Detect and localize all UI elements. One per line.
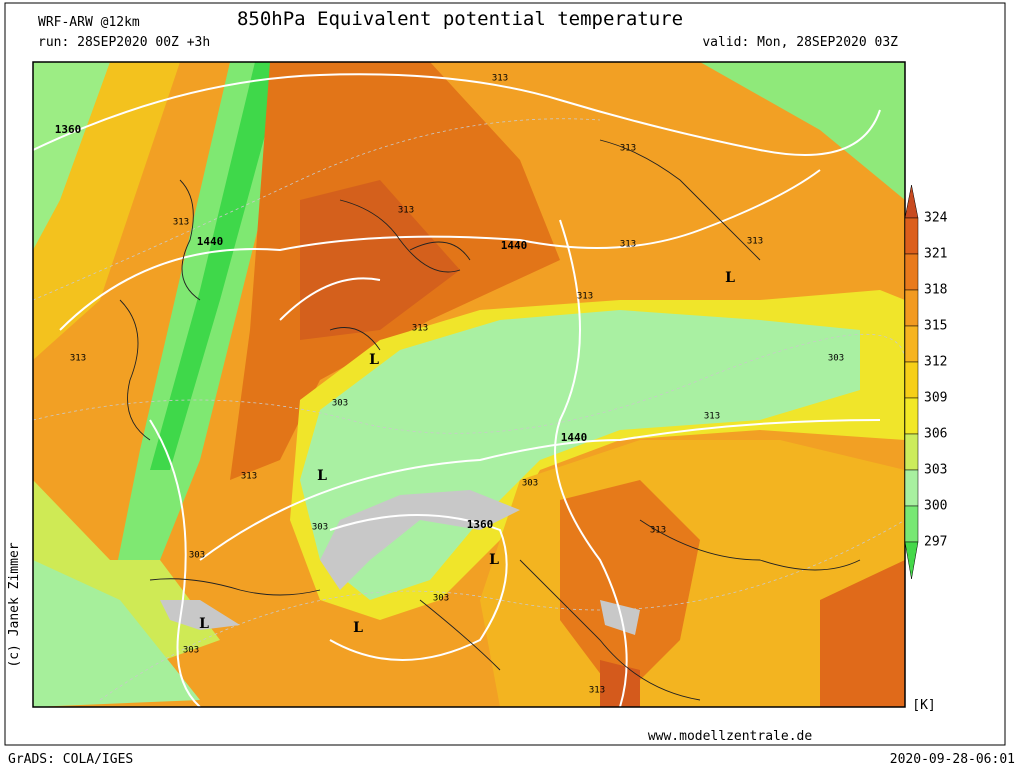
field-lightgreen-sw	[33, 560, 200, 707]
software: GrADS: COLA/IGES	[8, 752, 133, 767]
contour-label: 303	[522, 479, 538, 489]
colorbar-segment	[904, 289, 919, 327]
colorbar-label: 324	[924, 211, 948, 226]
run-label: run: 28SEP2020 00Z +3h	[38, 35, 210, 50]
colorbar-segment	[904, 361, 919, 399]
field-lightgreen-central	[300, 310, 860, 600]
colorbar-label: 297	[924, 535, 947, 550]
colorbar-label: 300	[924, 499, 947, 514]
colorbar-cap	[904, 184, 919, 219]
colorbar-cap	[904, 541, 919, 580]
colorbar: 324 321 318 315 312 309 306 303 300 297	[904, 184, 948, 580]
colorbar-segment	[904, 469, 919, 507]
contour-label: 1440	[501, 239, 528, 252]
field-green-core	[150, 62, 285, 470]
colorbar-label: 315	[924, 319, 947, 334]
height-contour	[199, 419, 881, 561]
map	[33, 62, 905, 707]
colorbar-segment	[904, 433, 919, 471]
contour-label: 313	[704, 412, 720, 422]
height-contour	[279, 277, 381, 321]
colorbar-label: 303	[924, 463, 947, 478]
colorbar-label: 309	[924, 391, 947, 406]
contour-label: 313	[650, 526, 666, 536]
colorbar-segment	[904, 253, 919, 291]
colorbar-segment	[904, 217, 919, 255]
contour-label: 1360	[467, 518, 494, 531]
field-hotspot	[600, 660, 640, 707]
valid-label: valid: Mon, 28SEP2020 03Z	[702, 35, 898, 50]
contour-label: 303	[332, 399, 348, 409]
height-contour	[554, 219, 628, 707]
height-contour	[149, 419, 201, 707]
colorbar-segment	[904, 505, 919, 543]
contour-label: 303	[312, 523, 328, 533]
low-marker: L	[725, 270, 735, 286]
field-orange-e	[820, 560, 905, 707]
field-green	[33, 62, 110, 250]
contour-label: 303	[433, 594, 449, 604]
credit: (c) Janek Zimmer	[7, 542, 22, 667]
contour-label: 1360	[55, 123, 82, 136]
contour-label: 303	[183, 646, 199, 656]
contour-label: 313	[492, 74, 508, 84]
contour-label: 313	[620, 240, 636, 250]
field-orange-darker	[300, 180, 460, 340]
colorbar-segment	[904, 397, 919, 435]
contour-label: 313	[398, 206, 414, 216]
colorbar-segment	[904, 325, 919, 363]
contour-label: 1440	[197, 235, 224, 248]
alps-terrain	[320, 490, 520, 590]
low-marker: L	[317, 468, 327, 484]
contour-label: 313	[577, 292, 593, 302]
minor-contour	[99, 519, 905, 701]
minor-contour	[33, 333, 905, 434]
title: 850hPa Equivalent potential temperature	[237, 8, 683, 30]
field-green-ne	[700, 62, 905, 200]
height-contour	[33, 73, 881, 156]
colorbar-label: 318	[924, 283, 947, 298]
unit-label: [K]	[912, 698, 935, 713]
timestamp: 2020-09-28-06:01	[890, 752, 1015, 767]
contour-label: 313	[70, 354, 86, 364]
contour-label: 313	[620, 144, 636, 154]
height-contour	[329, 514, 508, 661]
contour-label: 313	[747, 237, 763, 247]
contour-label: 313	[589, 686, 605, 696]
model-label: WRF-ARW @12km	[38, 15, 140, 30]
contour-label: 1440	[561, 431, 588, 444]
low-marker: L	[489, 552, 499, 568]
minor-contour	[33, 118, 601, 301]
contour-label: 303	[189, 551, 205, 561]
low-marker: L	[369, 352, 379, 368]
colorbar-label: 306	[924, 427, 947, 442]
low-marker: L	[353, 620, 363, 636]
balkan-terrain	[600, 600, 640, 635]
low-marker: L	[199, 616, 209, 632]
contour-label: 313	[173, 218, 189, 228]
contour-label: 313	[412, 324, 428, 334]
contour-label: 313	[241, 472, 257, 482]
colorbar-label: 312	[924, 355, 947, 370]
outer-frame	[4, 2, 1006, 746]
website: www.modellzentrale.de	[648, 729, 813, 744]
colorbar-label: 321	[924, 247, 947, 262]
contour-label: 303	[828, 354, 844, 364]
height-contour	[59, 169, 821, 331]
map-labels: 1360 1440 1440 1440 1360 313 313 313 313 313 313 31…	[55, 74, 844, 696]
coastline	[119, 139, 861, 701]
